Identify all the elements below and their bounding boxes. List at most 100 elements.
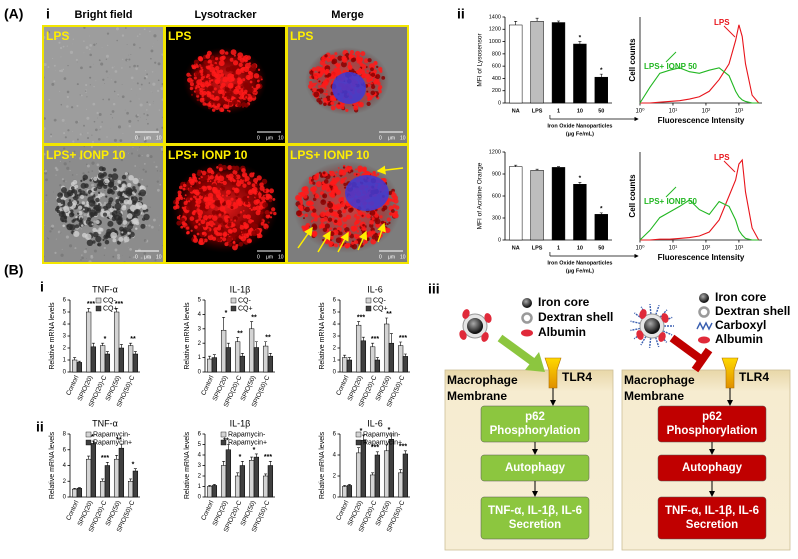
lysosome: [227, 222, 232, 227]
lysosome: [369, 223, 374, 228]
lysosome: [256, 79, 260, 83]
legend-label: Rapamycin-: [363, 431, 401, 438]
texture: [161, 126, 164, 129]
bar: [113, 311, 120, 373]
lysosome: [224, 51, 229, 55]
vesicle: [77, 205, 83, 210]
texture: [119, 139, 123, 142]
lysosome: [359, 62, 363, 67]
texture: [99, 129, 101, 131]
lysosome: [224, 101, 228, 105]
texture: [96, 163, 100, 167]
lysosome: [311, 230, 318, 237]
lysosome: [207, 228, 210, 232]
y-tick-label: 2: [198, 341, 202, 347]
bar: [594, 76, 608, 104]
texture: [58, 41, 61, 44]
lysosome: [336, 220, 343, 227]
lysosome: [210, 57, 214, 60]
lysosome: [222, 79, 225, 82]
lysosome: [323, 102, 327, 107]
error-bar: [236, 337, 240, 342]
bar: [234, 341, 241, 373]
texture: [62, 179, 66, 183]
lysosome: [381, 76, 386, 80]
carboxyl: [649, 304, 652, 315]
lysosome: [245, 96, 248, 99]
lysosome: [324, 54, 328, 58]
lysosome: [241, 172, 248, 178]
lysosome: [261, 196, 266, 201]
y-tick-label: 800: [492, 51, 501, 57]
texture: [128, 119, 132, 123]
legend-label: Iron core: [715, 290, 767, 304]
lysosome: [366, 237, 370, 241]
lysosome: [269, 211, 273, 215]
texture: [69, 169, 71, 172]
x-tick-label: 1: [557, 245, 560, 251]
x-tick-label: 10⁰: [635, 245, 645, 252]
y-tick-label: 6: [333, 298, 337, 304]
lysosome: [318, 80, 321, 83]
lysosome: [386, 217, 391, 222]
lysosome: [248, 219, 253, 224]
lysosome: [230, 233, 236, 239]
y-tick-label: 1: [198, 355, 202, 361]
lysosome: [192, 221, 196, 225]
lysosome: [228, 176, 233, 181]
lysosome: [350, 241, 355, 245]
texture: [136, 64, 139, 67]
vesicle: [119, 188, 124, 192]
vesicle: [97, 242, 102, 247]
lysosome: [229, 57, 234, 62]
legend-label: Dextran shell: [715, 304, 790, 318]
texture: [93, 220, 96, 223]
vesicle: [140, 223, 146, 229]
lysosome: [231, 88, 234, 92]
lysosome: [181, 221, 186, 226]
lysosome: [302, 194, 308, 199]
texture: [61, 118, 65, 122]
image-label: LPS: [290, 29, 313, 43]
pointer-arrow: [377, 222, 386, 243]
texture: [110, 79, 112, 81]
error-bar: [389, 433, 393, 440]
lysosome: [319, 197, 322, 200]
texture: [101, 46, 103, 48]
vesicle: [95, 235, 102, 243]
texture: [143, 139, 147, 143]
bar: [374, 359, 381, 373]
lysosome: [329, 227, 333, 230]
lysosome: [217, 180, 220, 184]
texture: [93, 43, 96, 46]
lysosome: [309, 70, 314, 75]
y-tick-label: 900: [492, 171, 501, 177]
lysosome: [214, 230, 219, 235]
lysosome: [200, 81, 206, 88]
scale-label: 10: [400, 135, 406, 141]
lysosome: [245, 201, 249, 205]
lysosome: [251, 219, 254, 223]
texture: [132, 257, 134, 259]
x-tick-label: LPS: [532, 108, 543, 114]
vesicle: [91, 223, 94, 226]
texture: [91, 183, 95, 187]
y-tick-label: 5: [198, 442, 202, 448]
lysosome: [268, 198, 273, 203]
vesicle: [97, 179, 101, 183]
texture: [116, 253, 121, 257]
texture: [105, 58, 108, 60]
vesicle: [145, 208, 149, 212]
bar: [71, 488, 78, 498]
lysosome: [324, 223, 331, 229]
texture: [53, 118, 57, 122]
lysosome: [233, 74, 238, 79]
lysosome: [340, 180, 344, 184]
texture: [85, 46, 89, 49]
texture: [129, 66, 131, 68]
lysosome: [250, 72, 254, 75]
scale-label: 0: [135, 254, 138, 260]
lysosome: [356, 172, 360, 177]
texture: [80, 66, 83, 70]
lysosome: [238, 89, 244, 96]
